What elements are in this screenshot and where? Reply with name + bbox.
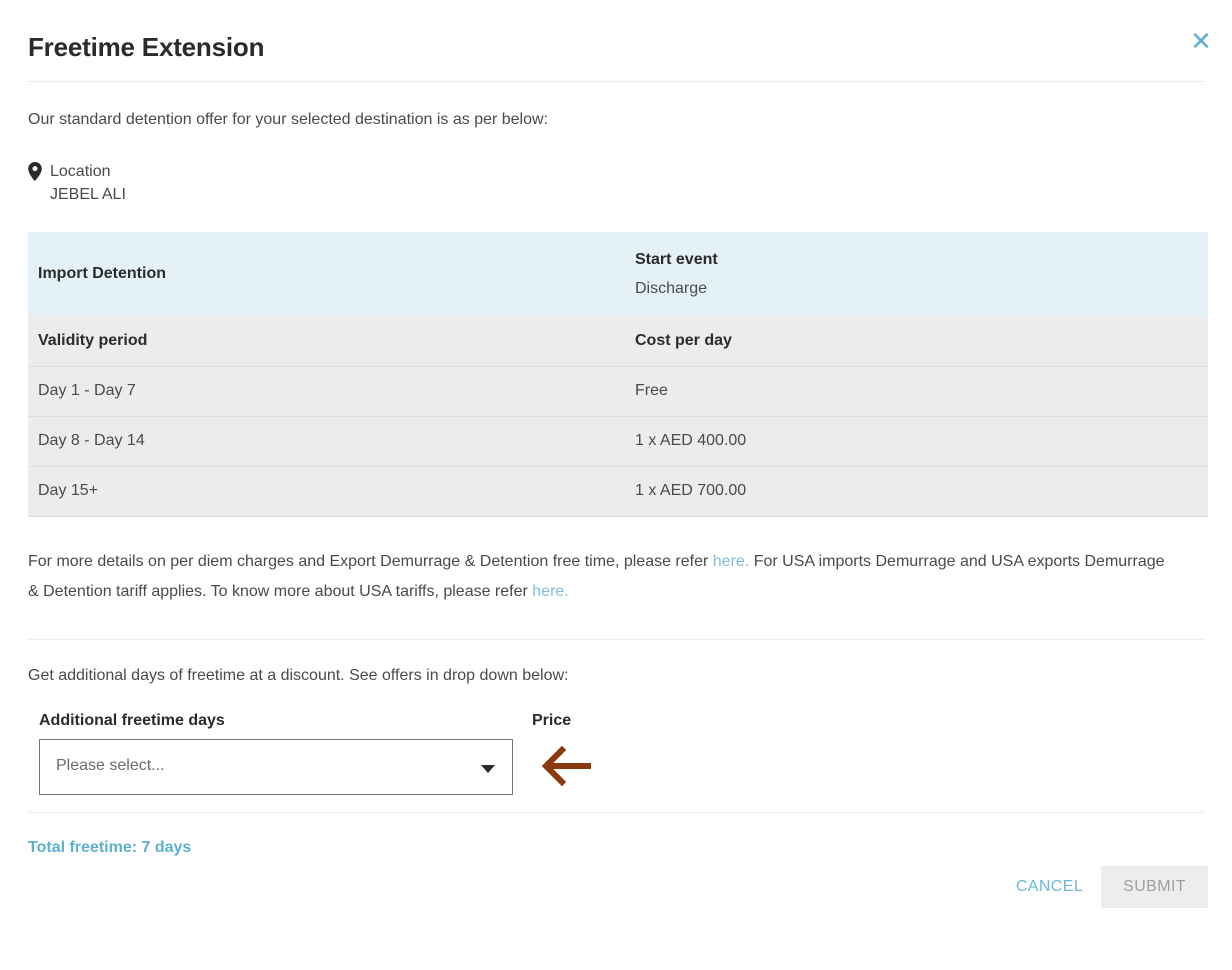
left-arrow-annotation-icon — [538, 742, 592, 790]
additional-freetime-field-row: Additional freetime days Price Please se… — [0, 712, 1232, 812]
dialog-header: Freetime Extension ✕ — [0, 0, 1232, 64]
cancel-button[interactable]: CANCEL — [998, 866, 1101, 908]
price-label: Price — [532, 711, 572, 729]
start-event-label: Start event — [635, 250, 718, 268]
import-detention-cell: Import Detention — [28, 263, 625, 285]
table-cell-cost: 1 x AED 700.00 — [625, 466, 1208, 516]
per-diem-here-link[interactable]: here. — [712, 552, 750, 570]
offers-divider — [28, 638, 1204, 640]
table-cell-period: Day 8 - Day 14 — [28, 416, 625, 466]
period-value: Day 15+ — [38, 482, 99, 499]
additional-freetime-days-label: Additional freetime days — [39, 711, 225, 729]
table-cell-cost: Free — [625, 366, 1208, 416]
offers-description: Get additional days of freetime at a dis… — [28, 666, 569, 684]
map-pin-icon — [28, 162, 42, 181]
start-event-value: Discharge — [635, 279, 708, 297]
select-placeholder-text: Please select... — [56, 756, 165, 774]
table-header-cell-period: Validity period — [28, 316, 625, 366]
close-icon[interactable]: ✕ — [1190, 26, 1212, 56]
header-divider — [28, 81, 1204, 82]
table-cell-cost: 1 x AED 400.00 — [625, 416, 1208, 466]
table-row: Day 1 - Day 7 Free — [28, 366, 1208, 416]
start-event-cell: Start event Discharge — [625, 249, 1208, 300]
usa-tariffs-here-link[interactable]: here. — [532, 582, 569, 600]
table-cell-period: Day 1 - Day 7 — [28, 366, 625, 416]
period-value: Day 1 - Day 7 — [38, 382, 136, 399]
intro-text: Our standard detention offer for your se… — [28, 111, 549, 128]
notes-paragraph: For more details on per diem charges and… — [28, 547, 1178, 607]
additional-freetime-days-select[interactable]: Please select... — [39, 738, 513, 795]
period-value: Day 8 - Day 14 — [38, 432, 145, 449]
table-row: Day 15+ 1 x AED 700.00 — [28, 466, 1208, 516]
cost-value: Free — [635, 382, 668, 399]
validity-period-header: Validity period — [38, 331, 148, 349]
table-title-right-cell: Start event Discharge — [625, 232, 1208, 316]
total-freetime-label: Total freetime: 7 days — [28, 838, 192, 856]
location-block: Location JEBEL ALI — [28, 162, 1204, 204]
footer-actions: CANCEL SUBMIT — [998, 865, 1208, 908]
notes-text-part-1: For more details on per diem charges and… — [28, 552, 713, 570]
notes-text-part-2: For USA imports Demurrage and USA export… — [28, 552, 1165, 600]
submit-button[interactable]: SUBMIT — [1101, 865, 1208, 908]
chevron-down-icon[interactable] — [481, 764, 495, 773]
location-label: Location — [50, 162, 111, 180]
detention-table: Import Detention Start event Discharge V… — [28, 232, 1208, 517]
cost-per-day-header: Cost per day — [635, 331, 732, 349]
table-cell-period: Day 15+ — [28, 466, 625, 516]
table-title-row: Import Detention Start event Discharge — [28, 232, 1208, 316]
table-row: Day 8 - Day 14 1 x AED 400.00 — [28, 416, 1208, 466]
page-title: Freetime Extension — [28, 32, 265, 62]
import-detention-label: Import Detention — [38, 265, 166, 282]
location-value: JEBEL ALI — [50, 186, 126, 203]
table-header-cell-cost: Cost per day — [625, 316, 1208, 366]
cost-value: 1 x AED 700.00 — [635, 482, 747, 499]
footer-divider — [28, 811, 1204, 813]
table-header-row: Validity period Cost per day — [28, 316, 1208, 366]
location-heading: Location — [28, 162, 1204, 181]
table-title-left-cell: Import Detention — [28, 232, 625, 316]
cost-value: 1 x AED 400.00 — [635, 432, 747, 449]
